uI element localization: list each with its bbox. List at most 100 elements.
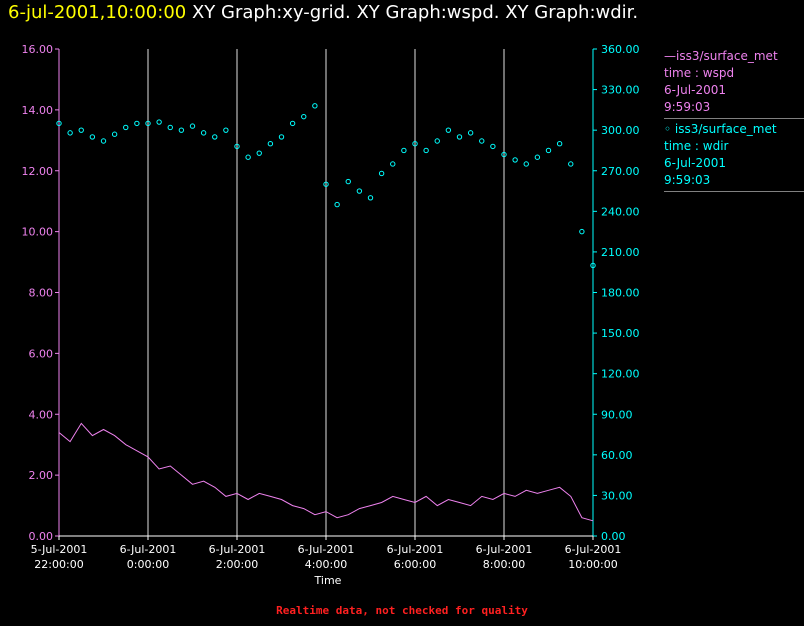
wdir-data-point bbox=[178, 127, 185, 133]
wdir-data-point bbox=[200, 130, 207, 136]
y-right-tick-label: 330.00 bbox=[601, 84, 640, 97]
x-tick-label-date: 6-Jul-2001 bbox=[565, 543, 622, 556]
wdir-data-point bbox=[378, 170, 385, 177]
y-left-tick-label: 12.00 bbox=[22, 165, 54, 178]
wdir-data-point bbox=[367, 195, 374, 201]
wdir-data-point bbox=[289, 120, 296, 127]
wdir-data-point bbox=[479, 138, 485, 144]
x-axis-title: Time bbox=[314, 574, 342, 587]
legend-series-label: iss3/surface_met bbox=[674, 122, 777, 136]
wdir-data-point bbox=[512, 157, 518, 163]
wdir-data-point bbox=[390, 161, 396, 167]
wdir-data-point bbox=[401, 147, 407, 154]
x-tick-label-date: 6-Jul-2001 bbox=[387, 543, 444, 556]
wspd-series-line bbox=[58, 422, 594, 522]
wdir-data-point bbox=[556, 140, 563, 147]
timestamp: 6-jul-2001,10:00:00 bbox=[8, 2, 187, 23]
legend-line-marker: — bbox=[664, 49, 676, 63]
header-bar: 6-jul-2001,10:00:00 XY Graph:xy-grid. XY… bbox=[8, 0, 638, 26]
wdir-data-point bbox=[345, 178, 351, 185]
x-tick-label-time: 6:00:00 bbox=[394, 558, 436, 571]
wdir-data-point bbox=[267, 140, 274, 147]
wdir-data-point bbox=[223, 127, 229, 133]
y-left-tick-label: 16.00 bbox=[22, 43, 54, 56]
x-tick-label-time: 8:00:00 bbox=[483, 558, 525, 571]
wdir-data-point bbox=[89, 134, 96, 140]
wdir-data-point bbox=[78, 127, 84, 133]
x-tick-label-time: 2:00:00 bbox=[216, 558, 258, 571]
y-right-tick-label: 120.00 bbox=[601, 368, 640, 381]
legend-field: time : wspd bbox=[664, 66, 735, 80]
wdir-data-point bbox=[323, 181, 329, 187]
x-tick-label-time: 0:00:00 bbox=[127, 558, 169, 571]
x-tick-label-time: 10:00:00 bbox=[568, 558, 617, 571]
y-right-tick-label: 0.00 bbox=[601, 530, 626, 543]
x-tick-label-date: 6-Jul-2001 bbox=[209, 543, 266, 556]
y-left-tick-label: 6.00 bbox=[29, 347, 54, 360]
legend-divider bbox=[664, 191, 804, 192]
legend-time: 9:59:03 bbox=[664, 100, 711, 114]
wdir-data-point bbox=[123, 124, 129, 131]
y-right-tick-label: 60.00 bbox=[601, 449, 633, 462]
y-left-tick-label: 0.00 bbox=[29, 530, 54, 543]
y-right-tick-label: 360.00 bbox=[601, 43, 640, 56]
wdir-data-point bbox=[212, 134, 218, 140]
wdir-data-point bbox=[100, 138, 107, 144]
y-right-tick-label: 90.00 bbox=[601, 408, 633, 421]
wdir-data-point bbox=[145, 120, 151, 127]
x-tick-label-time: 22:00:00 bbox=[34, 558, 83, 571]
wdir-data-point bbox=[423, 147, 429, 154]
wdir-data-point bbox=[434, 138, 440, 144]
x-tick-label-time: 4:00:00 bbox=[305, 558, 347, 571]
wdir-data-point bbox=[256, 150, 262, 156]
legend-time: 9:59:03 bbox=[664, 173, 711, 187]
wdir-data-point bbox=[579, 228, 585, 235]
wdir-data-point bbox=[523, 161, 529, 167]
wdir-data-point bbox=[545, 147, 552, 154]
y-right-tick-label: 30.00 bbox=[601, 489, 633, 502]
y-right-tick-label: 300.00 bbox=[601, 124, 640, 137]
legend-date: 6-Jul-2001 bbox=[664, 156, 726, 170]
y-left-tick-label: 2.00 bbox=[29, 469, 54, 482]
y-right-tick-label: 150.00 bbox=[601, 327, 640, 340]
y-right-tick-label: 210.00 bbox=[601, 246, 640, 259]
quality-note: Realtime data, not checked for quality bbox=[276, 604, 528, 617]
wdir-data-point bbox=[456, 134, 463, 140]
wdir-data-point bbox=[501, 151, 507, 158]
wdir-data-point bbox=[56, 120, 62, 127]
wdir-data-point bbox=[245, 154, 251, 160]
legend-entry-wdir: ◦ iss3/surface_met time : wdir 6-Jul-200… bbox=[664, 121, 804, 189]
legend-field: time : wdir bbox=[664, 139, 729, 153]
x-tick-label-date: 5-Jul-2001 bbox=[31, 543, 88, 556]
y-right-tick-label: 240.00 bbox=[601, 205, 640, 218]
wdir-data-point bbox=[356, 188, 363, 194]
x-tick-label-date: 6-Jul-2001 bbox=[476, 543, 533, 556]
wdir-data-point bbox=[412, 140, 418, 147]
legend-entry-wspd: —iss3/surface_met time : wspd 6-Jul-2001… bbox=[664, 48, 804, 116]
wdir-data-point bbox=[490, 143, 496, 150]
x-tick-label-date: 6-Jul-2001 bbox=[120, 543, 177, 556]
wdir-data-point bbox=[334, 201, 340, 208]
legend-date: 6-Jul-2001 bbox=[664, 83, 726, 97]
wdir-data-point bbox=[234, 143, 240, 150]
legend-circle-marker: ◦ bbox=[664, 122, 675, 136]
y-left-tick-label: 8.00 bbox=[29, 287, 54, 300]
wdir-data-point bbox=[278, 134, 285, 140]
wdir-data-point bbox=[67, 130, 73, 136]
wdir-data-point bbox=[312, 103, 318, 109]
wdir-data-point bbox=[467, 130, 474, 136]
wdir-data-point bbox=[189, 123, 196, 129]
y-left-tick-label: 14.00 bbox=[22, 104, 54, 117]
graph-titles: XY Graph:xy-grid. XY Graph:wspd. XY Grap… bbox=[191, 2, 639, 23]
y-right-tick-label: 180.00 bbox=[601, 287, 640, 300]
y-left-tick-label: 4.00 bbox=[29, 408, 54, 421]
x-tick-label-date: 6-Jul-2001 bbox=[298, 543, 355, 556]
wdir-data-point bbox=[301, 113, 307, 120]
legend-divider bbox=[664, 118, 804, 119]
wdir-data-point bbox=[590, 262, 596, 269]
wdir-data-point bbox=[111, 131, 118, 137]
y-left-tick-label: 10.00 bbox=[22, 226, 54, 239]
wdir-data-point bbox=[534, 154, 541, 160]
wdir-data-point bbox=[568, 161, 574, 167]
wdir-data-point bbox=[167, 124, 173, 131]
